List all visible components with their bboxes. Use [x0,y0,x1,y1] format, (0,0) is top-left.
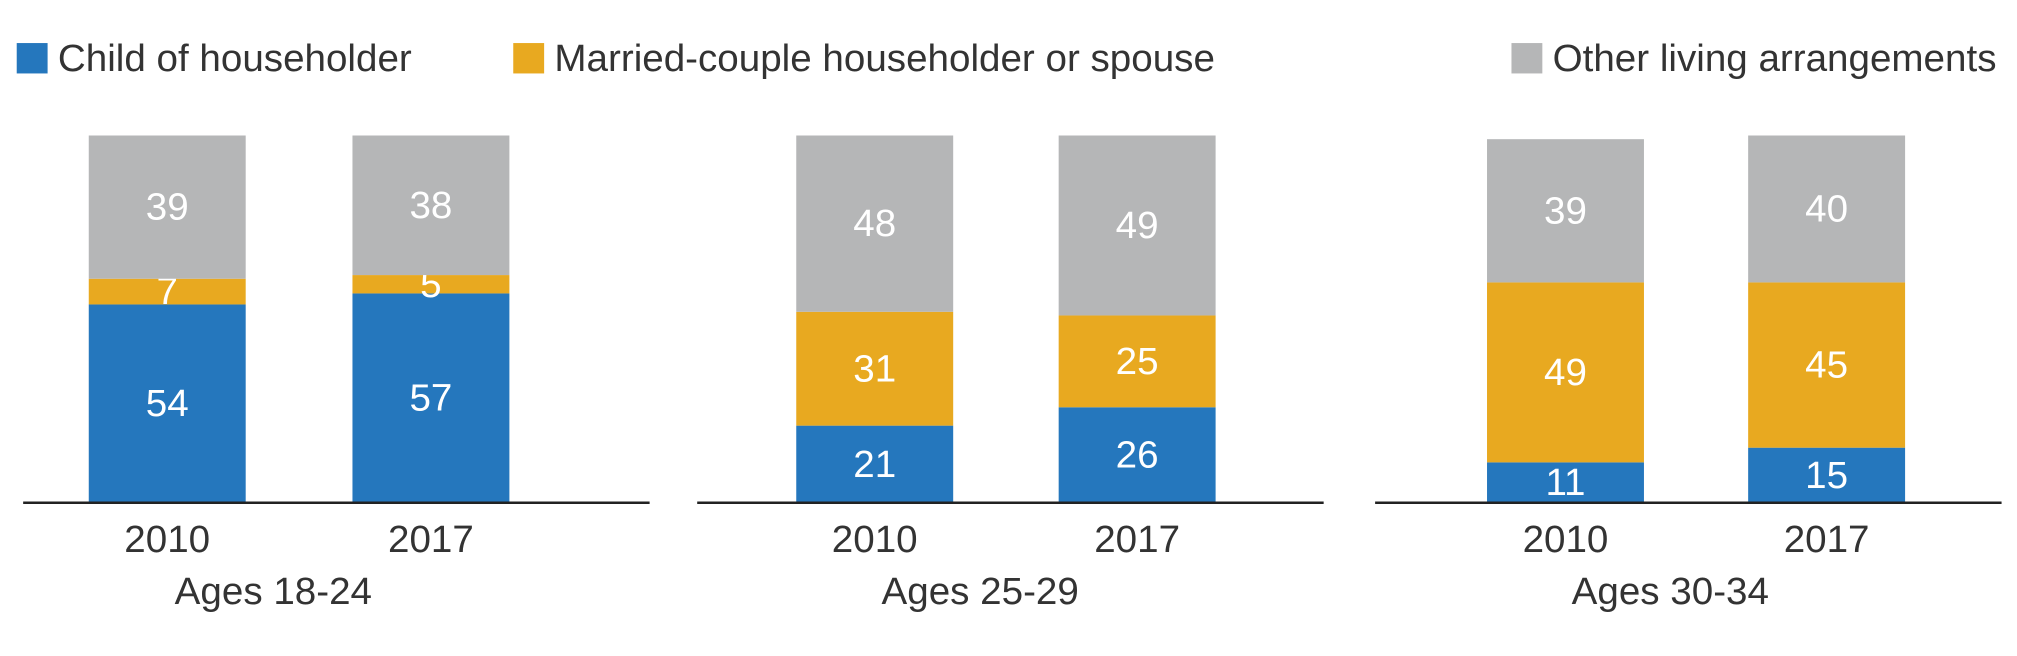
value-label: 11 [1545,461,1585,504]
value-label: 45 [1805,344,1848,387]
bar-segment [796,311,954,426]
group-label: Ages 18-24 [175,570,372,613]
x-tick-label: 2010 [124,518,210,561]
bar-segment [1748,282,1906,448]
x-tick-label: 2017 [1094,518,1180,561]
bar-segment [88,304,246,503]
value-label: 39 [146,186,189,229]
value-label: 57 [409,377,452,420]
value-label: 15 [1805,454,1848,497]
bar-segment [1748,135,1906,283]
group-label: Ages 25-29 [882,570,1079,613]
value-label: 49 [1116,204,1159,247]
bar-segment [1058,135,1216,316]
bar-segment [352,293,510,503]
bar-segment [88,278,246,305]
value-label: 48 [853,202,896,245]
bar-segment [1487,282,1644,463]
bar-segment [1487,462,1644,503]
bar-segment [1487,139,1644,283]
value-label: 39 [1544,190,1587,233]
x-tick-label: 2010 [1523,518,1609,561]
value-label: 40 [1805,188,1848,231]
value-label: 49 [1544,351,1587,394]
bar-segment [796,135,954,312]
bar-segment [1058,407,1216,503]
bar-segment [1748,447,1906,503]
value-label: 25 [1116,340,1159,383]
x-tick-label: 2017 [1784,518,1870,561]
value-label: 7 [156,270,177,313]
bar-segment [88,135,246,279]
group-label: Ages 30-34 [1572,570,1769,613]
value-label: 31 [853,348,896,391]
x-tick-label: 2010 [832,518,918,561]
value-label: 21 [853,443,896,486]
legend-swatch [1511,43,1543,74]
value-label: 54 [146,382,189,425]
legend-label: Married-couple householder or spouse [554,37,1215,80]
legend-label: Other living arrangements [1553,37,1997,80]
x-tick-label: 2017 [388,518,474,561]
legend-swatch [513,43,545,74]
bar-segment [1058,315,1216,408]
value-label: 26 [1116,434,1159,477]
bar-segment [796,425,954,503]
value-label: 38 [409,184,452,227]
legend-label: Child of householder [58,37,412,80]
legend-swatch [16,43,48,74]
bar-segment [352,135,510,276]
bar-segment [352,275,510,294]
